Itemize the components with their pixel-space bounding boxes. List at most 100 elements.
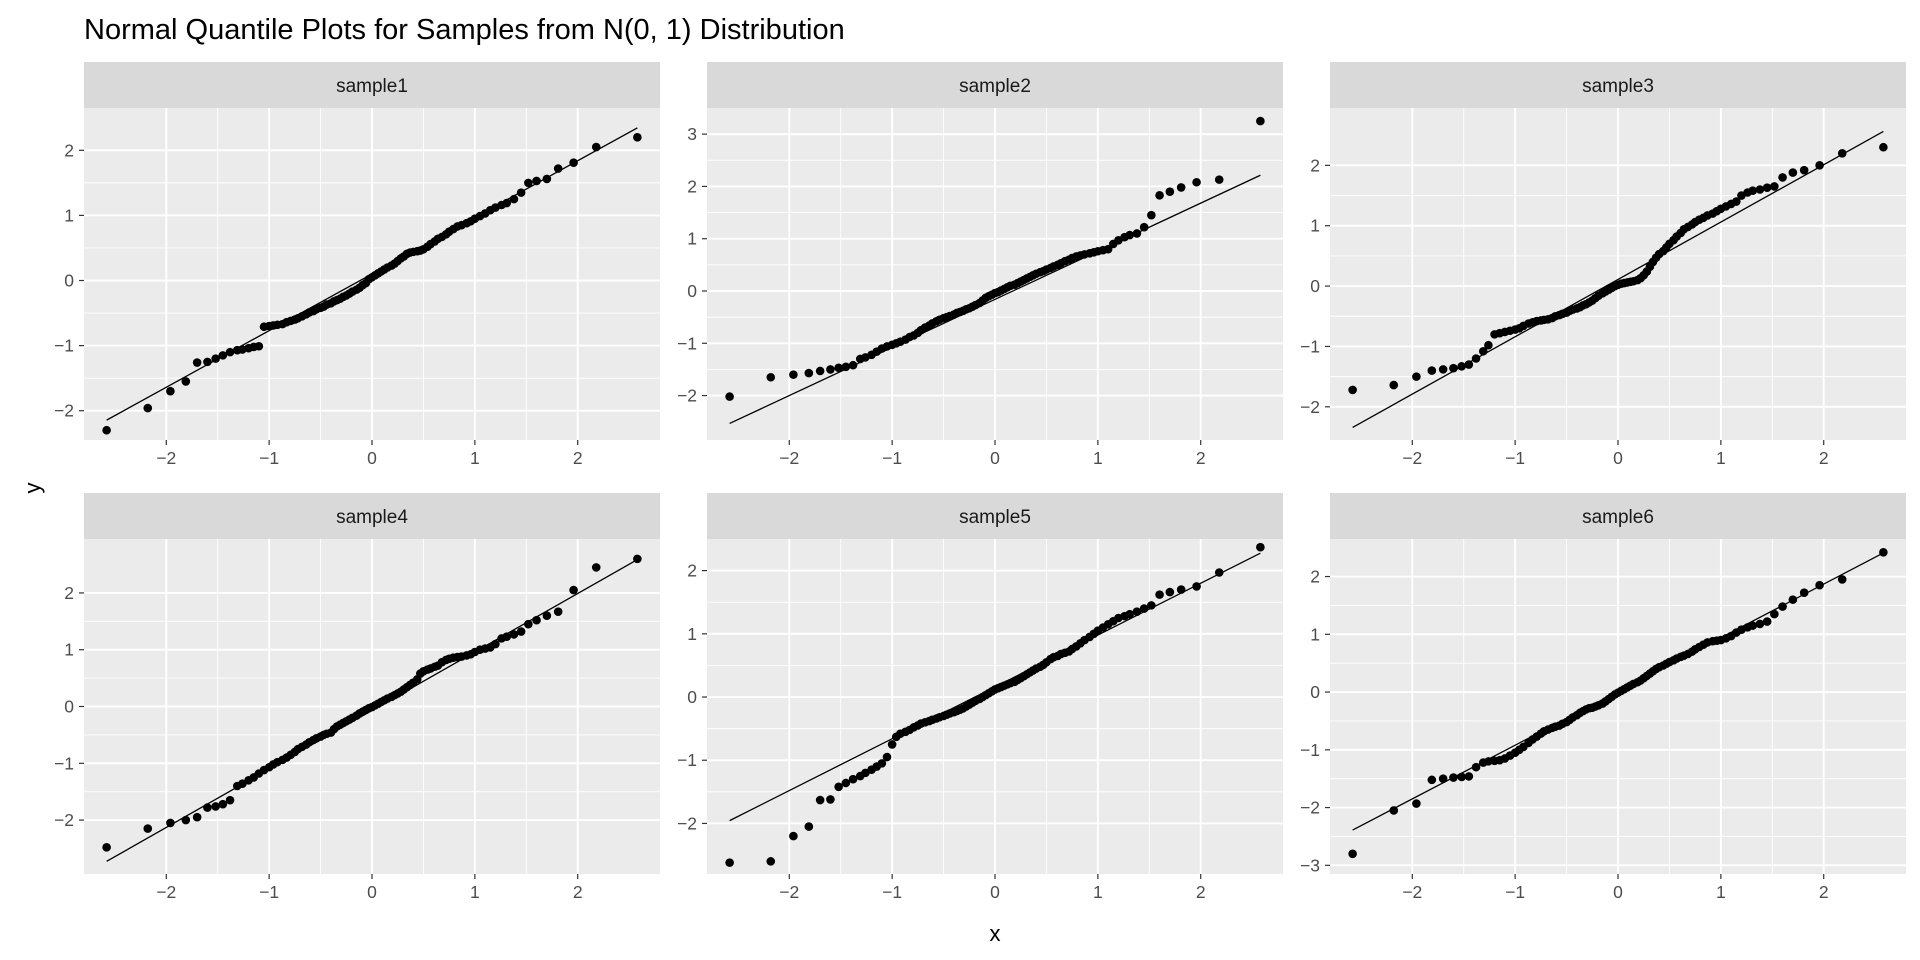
- y-tick-label: 2: [64, 583, 74, 603]
- data-point: [203, 803, 212, 812]
- data-point: [1778, 173, 1787, 182]
- data-point: [166, 818, 175, 828]
- y-tick-label: −2: [1300, 397, 1320, 417]
- qq-reference-line: [1352, 130, 1884, 428]
- x-tick-label: −1: [882, 448, 902, 468]
- data-point: [1139, 604, 1149, 613]
- data-point: [542, 174, 552, 184]
- data-point: [766, 372, 776, 382]
- data-point: [102, 843, 111, 852]
- x-tick-label: 1: [470, 448, 480, 468]
- strip-sample4: [84, 493, 660, 539]
- strip-sample6: [1330, 493, 1906, 539]
- x-tick-label: 2: [1196, 448, 1206, 468]
- y-tick-label: −2: [54, 810, 74, 830]
- y-tick-label: 0: [687, 281, 697, 301]
- y-tick-label: 1: [64, 205, 74, 225]
- data-point: [1778, 602, 1787, 611]
- data-point: [1770, 609, 1779, 619]
- x-tick-label: −1: [1505, 448, 1525, 468]
- strip-label-sample5: sample5: [959, 507, 1031, 528]
- x-tick-label: 2: [1819, 882, 1829, 902]
- x-tick-label: −1: [259, 448, 279, 468]
- data-point: [1125, 609, 1135, 619]
- data-point: [1449, 363, 1458, 373]
- data-point: [1478, 346, 1488, 356]
- data-point: [143, 824, 153, 833]
- data-point: [1788, 595, 1798, 604]
- chart-title: Normal Quantile Plots for Samples from N…: [84, 14, 845, 46]
- data-point: [1464, 772, 1474, 781]
- data-point: [1214, 175, 1224, 184]
- y-tick-label: 2: [687, 561, 697, 581]
- data-point: [1389, 806, 1399, 815]
- panel-sample5: sample5 −2 −1 0 1 2 −2 −1 0 1 2: [677, 493, 1283, 902]
- x-tick-label: 0: [990, 448, 1000, 468]
- strip-sample1: [84, 62, 660, 108]
- data-point: [1427, 366, 1437, 375]
- x-tick-label: −2: [779, 882, 799, 902]
- data-point: [1165, 187, 1175, 196]
- x-tick-label: −2: [156, 448, 176, 468]
- data-point: [1125, 230, 1135, 240]
- data-point: [532, 176, 541, 186]
- x-tick-label: 1: [1093, 448, 1103, 468]
- x-tick-label: 1: [1716, 882, 1726, 902]
- data-point: [1438, 365, 1448, 374]
- panel-sample4: sample4 −2 −1 0 1 2 −2 −1 0 1 2: [54, 493, 660, 902]
- panel-sample1: sample1 −2 −1 0 1 2 −2 −1 0 1 2: [54, 62, 660, 468]
- data-point: [725, 392, 734, 401]
- y-tick-label: −3: [1300, 855, 1320, 875]
- data-point: [789, 831, 798, 841]
- data-point: [1879, 142, 1888, 152]
- y-tick-label: −2: [677, 386, 697, 406]
- data-point: [834, 782, 843, 792]
- data-point: [1147, 601, 1156, 610]
- x-tick-label: 2: [573, 882, 583, 902]
- data-point: [815, 795, 825, 805]
- strip-sample5: [707, 493, 1283, 539]
- y-tick-label: 0: [1310, 276, 1320, 296]
- data-point: [804, 822, 814, 831]
- data-point: [1770, 182, 1779, 191]
- data-point: [1815, 161, 1824, 170]
- data-point: [633, 554, 642, 564]
- data-point: [203, 357, 212, 367]
- data-point: [1748, 186, 1758, 195]
- x-tick-label: 2: [573, 448, 583, 468]
- data-point: [532, 615, 541, 625]
- data-point: [789, 370, 798, 379]
- x-tick-label: 2: [1196, 882, 1206, 902]
- data-point: [1348, 849, 1357, 859]
- data-point: [166, 386, 175, 396]
- data-point: [502, 198, 512, 208]
- panel-sample6: sample6 −2 −1 0 1 2 −3 −2 −1 0 1 2: [1300, 493, 1906, 902]
- data-point: [1484, 757, 1493, 766]
- panel-sample3: sample3 −2 −1 0 1 2 −2 −1 0 1 2: [1300, 62, 1906, 468]
- data-point: [1471, 762, 1481, 772]
- data-point: [1471, 354, 1481, 363]
- data-point: [591, 142, 601, 152]
- y-tick-label: 2: [1310, 155, 1320, 175]
- data-point: [1762, 617, 1772, 626]
- data-point: [1815, 580, 1824, 590]
- data-point: [1155, 191, 1164, 200]
- qq-reference-line: [729, 174, 1261, 425]
- y-tick-label: −1: [677, 333, 697, 353]
- x-tick-label: −1: [259, 882, 279, 902]
- data-point: [1731, 197, 1741, 206]
- strip-label-sample6: sample6: [1582, 507, 1654, 528]
- y-tick-label: −1: [1300, 740, 1320, 760]
- data-point: [826, 795, 835, 804]
- data-point: [1837, 575, 1847, 584]
- data-point: [1464, 360, 1474, 369]
- data-point: [1438, 774, 1448, 783]
- data-point: [1412, 799, 1421, 808]
- data-point: [1879, 547, 1888, 557]
- data-point: [516, 627, 526, 636]
- data-point: [1192, 582, 1201, 591]
- data-point: [553, 607, 563, 616]
- data-point: [1348, 385, 1357, 395]
- data-point: [882, 752, 892, 762]
- data-point: [1412, 372, 1421, 381]
